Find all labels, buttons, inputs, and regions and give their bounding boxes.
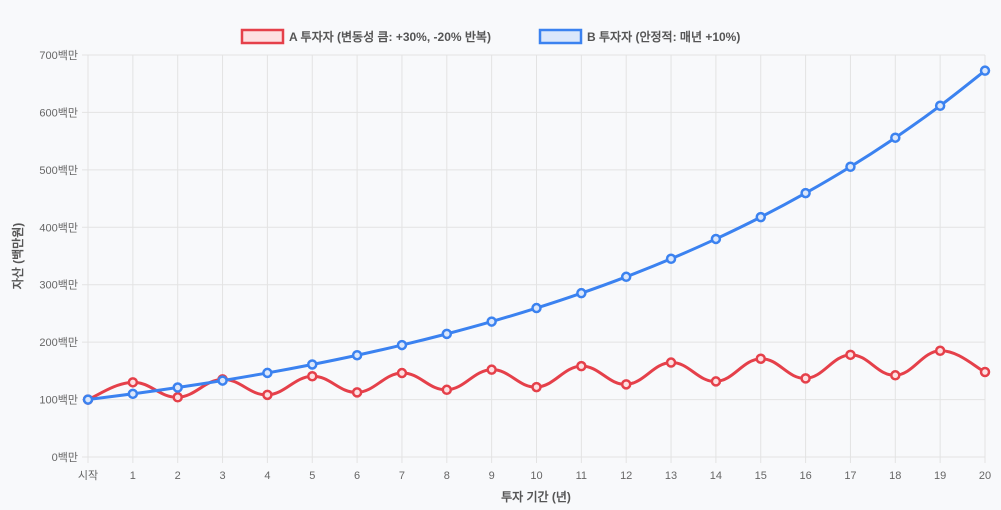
- data-point-b: [934, 100, 946, 112]
- x-tick-label: 8: [444, 470, 450, 482]
- legend-swatch-b[interactable]: [538, 28, 583, 45]
- data-point-a: [351, 387, 363, 398]
- data-point-a: [396, 367, 408, 379]
- data-point-b: [396, 339, 408, 351]
- data-point-a: [665, 357, 677, 368]
- series-lines: [82, 65, 991, 405]
- data-point-a: [979, 366, 991, 378]
- data-point-a: [531, 381, 542, 393]
- data-point-b: [262, 367, 273, 379]
- x-tick-label: 20: [979, 470, 991, 482]
- data-point-a: [486, 364, 497, 375]
- y-tick-label: 500백만: [39, 164, 78, 177]
- data-point-b: [665, 253, 677, 265]
- y-tick-label: 700백만: [39, 49, 78, 62]
- data-point-a: [620, 379, 632, 390]
- data-point-a: [307, 371, 318, 382]
- data-point-b: [979, 65, 991, 76]
- x-tick-label: 17: [844, 470, 856, 482]
- legend[interactable]: A 투자자 (변동성 큼: +30%, -20% 반복) B 투자자 (안정적:…: [240, 28, 740, 45]
- x-tick-label: 10: [530, 470, 542, 482]
- y-axis-title: 자산 (백만원): [10, 223, 25, 290]
- data-point-b: [82, 394, 94, 405]
- y-tick-label: 0백만: [52, 451, 78, 464]
- data-point-b: [845, 161, 856, 173]
- legend-label-b[interactable]: B 투자자 (안정적: 매년 +10%): [587, 29, 740, 44]
- data-point-a: [890, 370, 901, 381]
- data-point-b: [486, 316, 497, 327]
- x-tick-label: 16: [799, 470, 811, 482]
- data-point-a: [127, 377, 139, 388]
- x-axis-title: 투자 기간 (년): [501, 489, 571, 504]
- data-point-b: [217, 375, 228, 386]
- data-point-a: [845, 349, 856, 361]
- x-tick-label: 4: [264, 470, 270, 482]
- x-tick-label: 13: [665, 470, 677, 482]
- x-tick-label: 6: [354, 470, 360, 482]
- x-tick-label: 15: [755, 470, 767, 482]
- data-point-a: [800, 373, 811, 384]
- data-point-b: [890, 132, 901, 143]
- x-tick-label: 7: [399, 470, 405, 482]
- x-tick-label: 9: [489, 470, 495, 482]
- data-point-b: [172, 382, 183, 393]
- data-point-b: [620, 271, 632, 283]
- x-tick-label: 14: [710, 470, 722, 482]
- x-tick-label: 18: [889, 470, 901, 482]
- x-tick-label: 19: [934, 470, 946, 482]
- x-tick-label: 3: [219, 470, 225, 482]
- data-point-b: [351, 349, 363, 361]
- x-tick-label: 11: [576, 470, 587, 482]
- data-point-b: [307, 359, 318, 370]
- data-point-b: [800, 187, 811, 199]
- y-tick-label: 300백만: [39, 279, 78, 292]
- data-point-a: [934, 345, 946, 357]
- data-point-b: [576, 287, 587, 299]
- data-point-b: [755, 211, 766, 223]
- data-point-a: [262, 389, 273, 401]
- data-point-a: [576, 360, 587, 372]
- data-point-a: [710, 376, 722, 387]
- data-point-b: [710, 233, 722, 245]
- y-tick-label: 200백만: [39, 336, 78, 349]
- legend-swatch-a[interactable]: [240, 28, 285, 45]
- x-tick-label: 시작: [78, 469, 98, 482]
- data-point-b: [127, 388, 139, 400]
- data-point-a: [441, 384, 453, 396]
- y-tick-label: 400백만: [39, 221, 78, 234]
- legend-label-a[interactable]: A 투자자 (변동성 큼: +30%, -20% 반복): [289, 29, 491, 44]
- y-tick-label: 600백만: [39, 106, 78, 119]
- data-point-b: [441, 328, 453, 340]
- data-point-a: [755, 353, 766, 364]
- data-point-b: [531, 302, 542, 314]
- data-point-a: [172, 392, 183, 403]
- x-tick-label: 12: [620, 470, 632, 482]
- y-tick-label: 100백만: [39, 394, 78, 407]
- x-tick-label: 2: [175, 470, 181, 482]
- x-tick-label: 5: [309, 470, 315, 482]
- x-tick-label: 1: [130, 470, 136, 482]
- grid: [82, 54, 986, 463]
- tick-labels: 시작 1 2 3 4 5 6 7 8 9 10 11 12 13 14 15 16 17 18 19 200백만100백…: [39, 49, 991, 482]
